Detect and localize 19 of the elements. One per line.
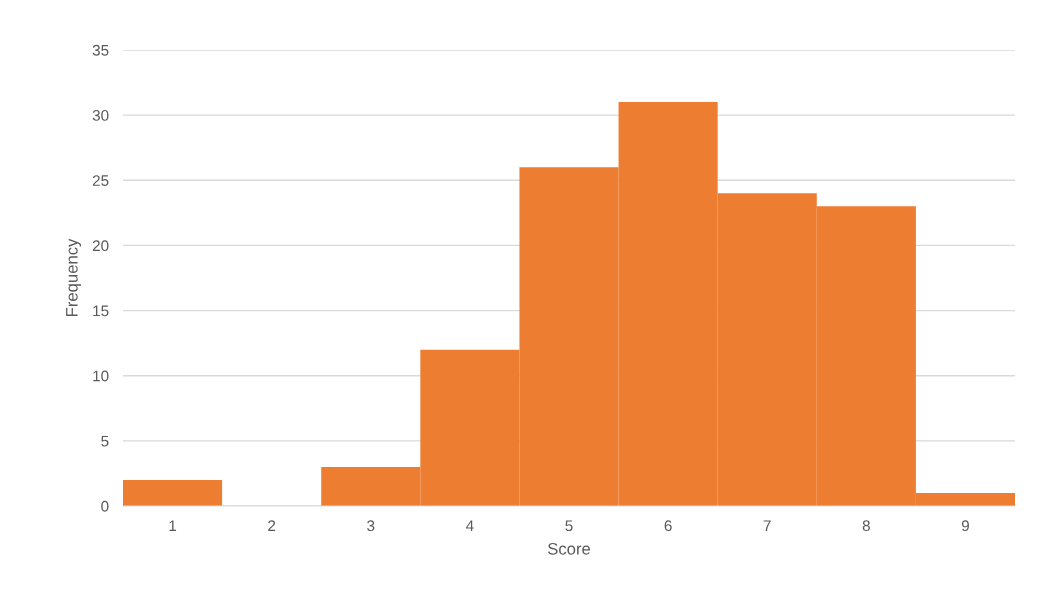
x-tick-label: 2 (268, 520, 276, 531)
x-tick-label: 4 (465, 520, 474, 531)
x-tick-label: 6 (664, 520, 672, 532)
y-axis-title: Frequency (66, 238, 82, 316)
x-axis-title: Score (547, 542, 591, 555)
y-tick-label: 10 (93, 370, 109, 382)
x-tick-label: 7 (763, 520, 771, 531)
x-tick-label: 5 (565, 520, 573, 532)
y-tick-label: 5 (101, 435, 109, 447)
x-tick-label: 8 (862, 520, 870, 532)
y-tick-label: 30 (92, 110, 109, 121)
x-tick-label: 9 (961, 520, 969, 532)
y-tick-label: 20 (92, 240, 109, 252)
y-tick-label: 15 (93, 305, 109, 317)
y-tick-label: 25 (92, 175, 109, 186)
y-tick-label: 0 (101, 500, 109, 512)
x-tick-label: 1 (169, 520, 177, 531)
x-tick-label: 3 (367, 520, 375, 532)
y-tick-label: 35 (92, 44, 109, 56)
